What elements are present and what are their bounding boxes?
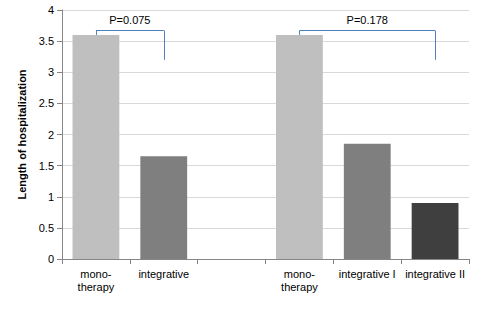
svg-text:P=0.075: P=0.075 (109, 14, 150, 26)
svg-text:Length of hospitalization: Length of hospitalization (16, 69, 28, 199)
svg-text:integrative II: integrative II (405, 268, 465, 280)
svg-text:3.5: 3.5 (39, 35, 54, 47)
svg-text:1.5: 1.5 (39, 160, 54, 172)
svg-text:integrative I: integrative I (339, 268, 396, 280)
svg-text:mono-: mono- (284, 268, 316, 280)
svg-text:P=0.178: P=0.178 (347, 14, 388, 26)
svg-text:2: 2 (48, 129, 54, 141)
svg-text:0: 0 (48, 253, 54, 265)
svg-text:integrative: integrative (138, 268, 189, 280)
svg-text:4: 4 (48, 4, 54, 16)
svg-text:therapy: therapy (281, 281, 318, 293)
svg-text:2.5: 2.5 (39, 97, 54, 109)
svg-text:1: 1 (48, 191, 54, 203)
svg-text:3: 3 (48, 66, 54, 78)
svg-text:therapy: therapy (78, 281, 115, 293)
svg-text:mono-: mono- (80, 268, 112, 280)
svg-text:0.5: 0.5 (39, 222, 54, 234)
